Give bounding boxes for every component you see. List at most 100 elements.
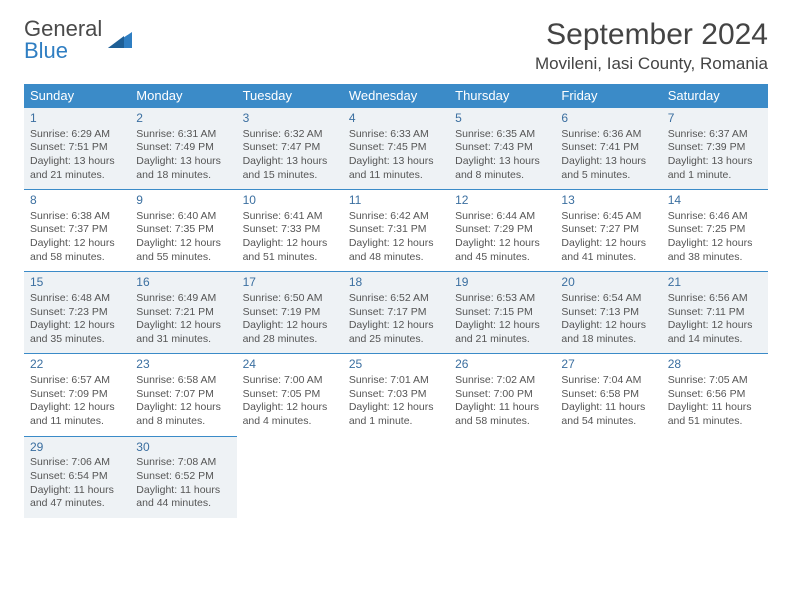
day-sr: Sunrise: 6:33 AM bbox=[349, 128, 443, 142]
day-ss: Sunset: 7:05 PM bbox=[243, 388, 337, 402]
day-number: 3 bbox=[243, 111, 337, 127]
day-d1: Daylight: 12 hours bbox=[136, 319, 230, 333]
day-d2: and 14 minutes. bbox=[668, 333, 762, 347]
day-d1: Daylight: 12 hours bbox=[349, 319, 443, 333]
weekday-header: Sunday bbox=[24, 84, 130, 108]
day-sr: Sunrise: 7:00 AM bbox=[243, 374, 337, 388]
day-cell: 5Sunrise: 6:35 AMSunset: 7:43 PMDaylight… bbox=[449, 108, 555, 190]
day-d2: and 55 minutes. bbox=[136, 251, 230, 265]
day-number: 24 bbox=[243, 357, 337, 373]
day-d1: Daylight: 12 hours bbox=[455, 319, 549, 333]
day-cell: 14Sunrise: 6:46 AMSunset: 7:25 PMDayligh… bbox=[662, 190, 768, 272]
day-ss: Sunset: 7:21 PM bbox=[136, 306, 230, 320]
calendar-head: SundayMondayTuesdayWednesdayThursdayFrid… bbox=[24, 84, 768, 108]
day-number: 30 bbox=[136, 440, 230, 456]
day-number: 23 bbox=[136, 357, 230, 373]
day-d1: Daylight: 13 hours bbox=[30, 155, 124, 169]
day-number: 29 bbox=[30, 440, 124, 456]
day-ss: Sunset: 7:35 PM bbox=[136, 223, 230, 237]
empty-cell bbox=[343, 436, 449, 518]
day-d1: Daylight: 12 hours bbox=[30, 401, 124, 415]
day-cell: 16Sunrise: 6:49 AMSunset: 7:21 PMDayligh… bbox=[130, 272, 236, 354]
location-text: Movileni, Iasi County, Romania bbox=[535, 54, 768, 74]
day-number: 13 bbox=[561, 193, 655, 209]
day-number: 12 bbox=[455, 193, 549, 209]
day-sr: Sunrise: 6:42 AM bbox=[349, 210, 443, 224]
day-d2: and 1 minute. bbox=[349, 415, 443, 429]
day-d2: and 11 minutes. bbox=[30, 415, 124, 429]
day-cell: 18Sunrise: 6:52 AMSunset: 7:17 PMDayligh… bbox=[343, 272, 449, 354]
day-d1: Daylight: 13 hours bbox=[349, 155, 443, 169]
day-d2: and 21 minutes. bbox=[30, 169, 124, 183]
day-cell: 21Sunrise: 6:56 AMSunset: 7:11 PMDayligh… bbox=[662, 272, 768, 354]
calendar-row: 22Sunrise: 6:57 AMSunset: 7:09 PMDayligh… bbox=[24, 354, 768, 436]
day-sr: Sunrise: 6:58 AM bbox=[136, 374, 230, 388]
day-d1: Daylight: 11 hours bbox=[30, 484, 124, 498]
day-ss: Sunset: 7:15 PM bbox=[455, 306, 549, 320]
empty-cell bbox=[555, 436, 661, 518]
day-sr: Sunrise: 6:53 AM bbox=[455, 292, 549, 306]
day-d1: Daylight: 12 hours bbox=[30, 237, 124, 251]
day-d1: Daylight: 11 hours bbox=[136, 484, 230, 498]
day-ss: Sunset: 7:25 PM bbox=[668, 223, 762, 237]
day-sr: Sunrise: 6:38 AM bbox=[30, 210, 124, 224]
day-sr: Sunrise: 6:35 AM bbox=[455, 128, 549, 142]
day-ss: Sunset: 7:31 PM bbox=[349, 223, 443, 237]
day-cell: 2Sunrise: 6:31 AMSunset: 7:49 PMDaylight… bbox=[130, 108, 236, 190]
day-cell: 8Sunrise: 6:38 AMSunset: 7:37 PMDaylight… bbox=[24, 190, 130, 272]
day-number: 1 bbox=[30, 111, 124, 127]
day-d2: and 5 minutes. bbox=[561, 169, 655, 183]
day-d2: and 25 minutes. bbox=[349, 333, 443, 347]
day-cell: 7Sunrise: 6:37 AMSunset: 7:39 PMDaylight… bbox=[662, 108, 768, 190]
day-d1: Daylight: 12 hours bbox=[668, 237, 762, 251]
day-ss: Sunset: 6:54 PM bbox=[30, 470, 124, 484]
day-d2: and 58 minutes. bbox=[455, 415, 549, 429]
day-d2: and 41 minutes. bbox=[561, 251, 655, 265]
day-cell: 26Sunrise: 7:02 AMSunset: 7:00 PMDayligh… bbox=[449, 354, 555, 436]
day-sr: Sunrise: 6:46 AM bbox=[668, 210, 762, 224]
day-sr: Sunrise: 6:32 AM bbox=[243, 128, 337, 142]
day-sr: Sunrise: 7:02 AM bbox=[455, 374, 549, 388]
day-cell: 19Sunrise: 6:53 AMSunset: 7:15 PMDayligh… bbox=[449, 272, 555, 354]
weekday-row: SundayMondayTuesdayWednesdayThursdayFrid… bbox=[24, 84, 768, 108]
day-cell: 22Sunrise: 6:57 AMSunset: 7:09 PMDayligh… bbox=[24, 354, 130, 436]
day-d1: Daylight: 13 hours bbox=[561, 155, 655, 169]
day-d2: and 58 minutes. bbox=[30, 251, 124, 265]
day-number: 6 bbox=[561, 111, 655, 127]
month-title: September 2024 bbox=[535, 18, 768, 52]
day-d1: Daylight: 12 hours bbox=[243, 237, 337, 251]
weekday-header: Thursday bbox=[449, 84, 555, 108]
day-d1: Daylight: 12 hours bbox=[30, 319, 124, 333]
day-d2: and 48 minutes. bbox=[349, 251, 443, 265]
day-ss: Sunset: 7:33 PM bbox=[243, 223, 337, 237]
day-d1: Daylight: 12 hours bbox=[243, 401, 337, 415]
day-ss: Sunset: 7:00 PM bbox=[455, 388, 549, 402]
day-cell: 3Sunrise: 6:32 AMSunset: 7:47 PMDaylight… bbox=[237, 108, 343, 190]
day-sr: Sunrise: 7:08 AM bbox=[136, 456, 230, 470]
day-ss: Sunset: 7:27 PM bbox=[561, 223, 655, 237]
day-sr: Sunrise: 6:44 AM bbox=[455, 210, 549, 224]
day-sr: Sunrise: 6:29 AM bbox=[30, 128, 124, 142]
day-ss: Sunset: 7:45 PM bbox=[349, 141, 443, 155]
calendar-table: SundayMondayTuesdayWednesdayThursdayFrid… bbox=[24, 84, 768, 518]
day-d1: Daylight: 11 hours bbox=[455, 401, 549, 415]
day-ss: Sunset: 7:09 PM bbox=[30, 388, 124, 402]
day-d1: Daylight: 13 hours bbox=[243, 155, 337, 169]
day-cell: 23Sunrise: 6:58 AMSunset: 7:07 PMDayligh… bbox=[130, 354, 236, 436]
day-cell: 30Sunrise: 7:08 AMSunset: 6:52 PMDayligh… bbox=[130, 436, 236, 518]
title-block: September 2024 Movileni, Iasi County, Ro… bbox=[535, 18, 768, 74]
weekday-header: Friday bbox=[555, 84, 661, 108]
calendar-row: 29Sunrise: 7:06 AMSunset: 6:54 PMDayligh… bbox=[24, 436, 768, 518]
day-number: 26 bbox=[455, 357, 549, 373]
day-d1: Daylight: 12 hours bbox=[136, 237, 230, 251]
day-number: 25 bbox=[349, 357, 443, 373]
day-d2: and 44 minutes. bbox=[136, 497, 230, 511]
day-d2: and 31 minutes. bbox=[136, 333, 230, 347]
day-ss: Sunset: 6:56 PM bbox=[668, 388, 762, 402]
day-d2: and 11 minutes. bbox=[349, 169, 443, 183]
day-cell: 1Sunrise: 6:29 AMSunset: 7:51 PMDaylight… bbox=[24, 108, 130, 190]
day-sr: Sunrise: 7:05 AM bbox=[668, 374, 762, 388]
day-cell: 27Sunrise: 7:04 AMSunset: 6:58 PMDayligh… bbox=[555, 354, 661, 436]
logo-word-blue: Blue bbox=[24, 38, 68, 63]
day-cell: 13Sunrise: 6:45 AMSunset: 7:27 PMDayligh… bbox=[555, 190, 661, 272]
